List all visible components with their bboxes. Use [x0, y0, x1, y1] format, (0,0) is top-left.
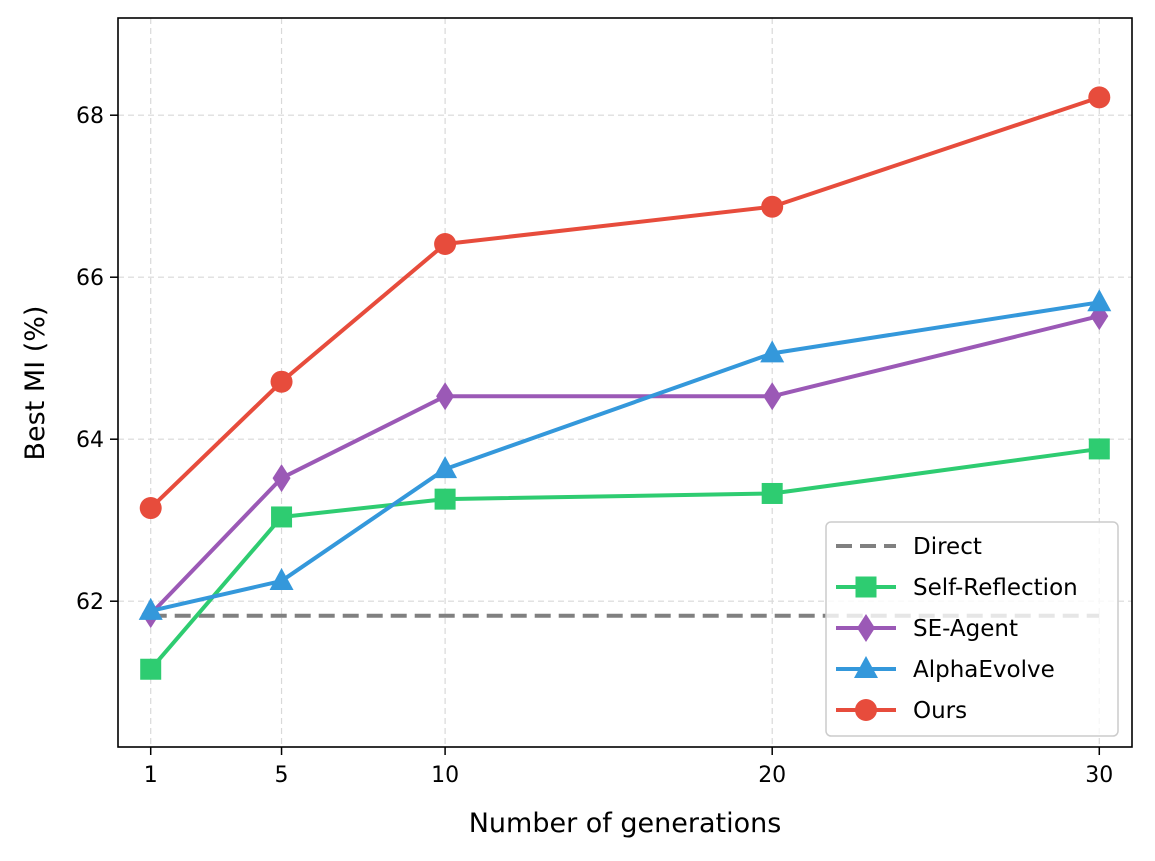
x-axis-title: Number of generations	[469, 808, 782, 839]
legend-marker-alphaevolve	[854, 656, 878, 678]
data-point-alphaevolve	[1087, 289, 1112, 312]
legend-label-se-agent: SE-Agent	[913, 616, 1018, 642]
data-point-self-reflection	[761, 482, 783, 504]
data-point-se-agent	[763, 382, 782, 411]
data-point-se-agent	[272, 464, 291, 493]
x-tick-label: 5	[275, 763, 289, 788]
legend-marker-self-reflection	[855, 576, 877, 598]
y-tick-label: 66	[76, 266, 104, 291]
legend-label-alphaevolve: AlphaEvolve	[913, 657, 1055, 683]
legend-box	[825, 521, 1119, 737]
data-point-ours	[1088, 86, 1111, 109]
x-axis-ticks: 1 5 10 20 30	[144, 747, 1113, 788]
data-point-se-agent	[436, 382, 455, 411]
data-point-self-reflection	[140, 658, 162, 680]
series-line-ours	[149, 95, 1100, 510]
legend-label-direct: Direct	[913, 534, 982, 560]
data-point-ours	[270, 370, 293, 393]
data-point-alphaevolve	[269, 567, 294, 590]
legend-label-self-reflection: Self-Reflection	[913, 575, 1078, 601]
y-tick-label: 64	[76, 428, 104, 453]
data-point-ours	[761, 195, 784, 218]
x-tick-label: 20	[758, 763, 786, 788]
legend-marker-se-agent	[857, 614, 875, 642]
y-tick-label: 62	[76, 590, 104, 615]
data-point-ours	[434, 232, 457, 255]
data-point-self-reflection	[1088, 438, 1110, 460]
legend: Direct Self-Reflection SE-Agent AlphaEvolve…	[825, 521, 1119, 737]
legend-marker-ours	[855, 699, 877, 721]
data-point-alphaevolve	[760, 340, 785, 363]
x-tick-label: 10	[431, 763, 459, 788]
data-point-ours	[139, 497, 162, 520]
data-point-alphaevolve	[433, 456, 458, 479]
y-axis-title: Best MI (%)	[20, 306, 51, 461]
x-tick-label: 30	[1085, 763, 1113, 788]
plot-frame	[117, 17, 1133, 748]
data-point-self-reflection	[271, 506, 293, 528]
data-point-self-reflection	[434, 488, 456, 510]
y-tick-label: 68	[76, 104, 104, 129]
x-tick-label: 1	[144, 763, 158, 788]
legend-label-ours: Ours	[913, 698, 967, 724]
series-markers	[138, 86, 1112, 680]
data-point-alphaevolve	[138, 597, 163, 620]
y-axis-ticks: 62 64 66 68	[76, 104, 118, 615]
